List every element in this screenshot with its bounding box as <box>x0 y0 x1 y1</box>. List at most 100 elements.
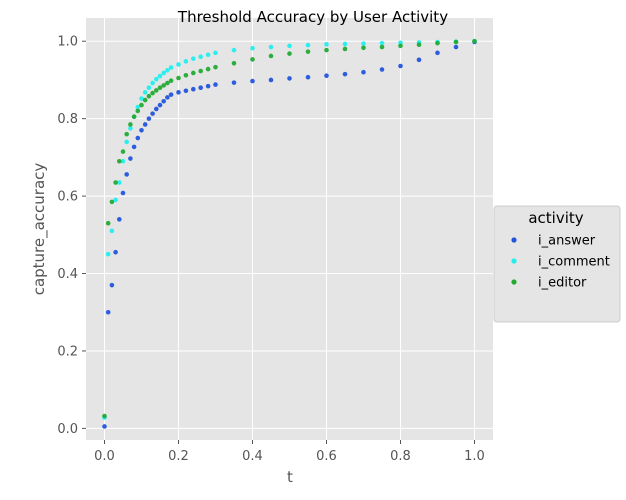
data-point <box>398 43 403 49</box>
data-point <box>287 51 292 56</box>
data-point <box>105 220 111 226</box>
data-point <box>472 38 477 44</box>
data-point <box>113 197 118 203</box>
data-point <box>154 88 159 93</box>
data-point <box>139 96 144 101</box>
data-point <box>146 85 152 90</box>
data-point <box>231 60 237 66</box>
data-point <box>398 63 403 69</box>
legend-title: activity <box>528 209 583 227</box>
data-point <box>191 70 196 76</box>
data-point <box>176 75 181 81</box>
data-point <box>154 106 159 112</box>
data-point <box>287 76 292 81</box>
data-point <box>250 45 255 51</box>
data-point <box>161 70 166 76</box>
y-axis-label: capture_accuracy <box>30 163 49 296</box>
data-point <box>213 50 218 56</box>
x-tick-label: 1.0 <box>464 449 485 464</box>
data-point <box>109 199 115 205</box>
chart-title: Threshold Accuracy by User Activity <box>177 8 448 26</box>
x-tick-label: 0.2 <box>168 449 189 464</box>
data-point <box>183 88 189 94</box>
y-tick-label: 0.0 <box>57 422 78 437</box>
data-point <box>305 42 311 48</box>
x-axis-ticks: 0.0 0.2 0.4 0.6 0.8 1.0 <box>94 440 485 464</box>
data-point <box>120 149 126 154</box>
data-point <box>205 52 211 58</box>
data-point <box>205 83 211 89</box>
data-point <box>161 83 166 88</box>
data-point <box>154 76 159 82</box>
data-point <box>139 102 144 108</box>
data-point <box>250 78 255 84</box>
data-point <box>142 90 148 95</box>
data-point <box>117 217 122 222</box>
data-point <box>135 104 141 110</box>
data-point <box>305 49 311 54</box>
series-i_answer <box>102 39 477 429</box>
data-point <box>150 90 155 96</box>
data-point <box>150 80 155 86</box>
data-point <box>120 158 126 164</box>
data-point <box>102 413 107 419</box>
legend-marker <box>511 237 517 243</box>
data-point <box>168 78 174 84</box>
data-point <box>124 131 129 137</box>
legend-label: i_answer <box>538 234 596 249</box>
data-point <box>165 80 170 86</box>
data-point <box>165 67 170 73</box>
data-point <box>453 44 459 50</box>
data-point <box>342 71 348 77</box>
x-axis-label: t <box>287 468 293 486</box>
data-point <box>205 66 211 72</box>
legend: activity i_answer i_comment i_editor <box>493 205 621 323</box>
data-point <box>105 309 111 315</box>
y-tick-label: 0.6 <box>57 190 78 205</box>
data-point <box>324 73 329 78</box>
data-point <box>105 251 111 257</box>
data-point <box>198 85 203 90</box>
data-point <box>183 59 189 64</box>
data-point <box>128 156 133 161</box>
data-point <box>117 180 122 185</box>
data-point <box>157 85 163 90</box>
legend-items: i_answer i_comment i_editor <box>511 234 610 291</box>
data-point <box>191 86 196 92</box>
series-i_editor <box>102 38 477 419</box>
data-point <box>198 54 203 60</box>
y-tick-label: 0.2 <box>57 344 78 359</box>
data-point <box>161 98 166 104</box>
x-tick-label: 0.4 <box>242 449 263 464</box>
data-point <box>435 40 440 46</box>
data-point <box>324 47 329 53</box>
y-tick-label: 1.0 <box>57 35 78 50</box>
data-point <box>113 249 118 255</box>
data-point <box>146 93 152 99</box>
data-point <box>268 53 274 59</box>
data-point <box>453 39 459 45</box>
data-point <box>198 68 203 74</box>
data-point <box>361 69 366 75</box>
data-point <box>231 47 237 53</box>
plot-background <box>86 18 493 440</box>
x-tick-label: 0.6 <box>316 449 337 464</box>
data-point <box>117 158 122 164</box>
data-point <box>342 46 348 52</box>
data-point <box>305 74 311 80</box>
data-point <box>135 108 141 114</box>
data-point <box>324 42 329 47</box>
data-point <box>124 172 129 177</box>
data-point <box>213 64 218 70</box>
data-point <box>142 122 148 127</box>
y-tick-label: 0.4 <box>57 267 78 282</box>
data-point <box>361 45 366 51</box>
data-point <box>416 57 422 63</box>
data-point <box>435 50 440 56</box>
data-point <box>361 41 366 46</box>
data-point <box>268 77 274 83</box>
data-point <box>287 43 292 49</box>
data-point <box>416 42 422 48</box>
data-point <box>113 180 118 185</box>
